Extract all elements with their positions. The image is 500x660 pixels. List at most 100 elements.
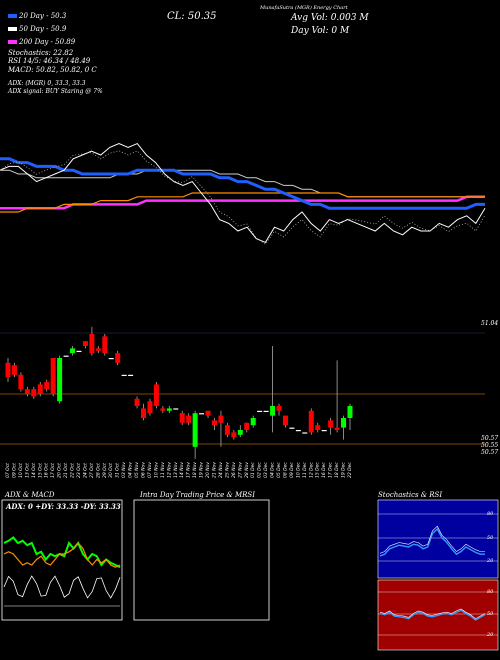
- date-label: 20 Oct: [57, 463, 63, 478]
- candle-body: [282, 415, 288, 426]
- stoch-panel-frame: [377, 499, 499, 579]
- date-label: 30 Oct: [108, 463, 114, 478]
- candle-body: [76, 350, 82, 352]
- legend-line-200: 200 Day - 50.89: [8, 38, 75, 46]
- date-label: 19 Nov: [199, 462, 205, 478]
- day-vol: Day Vol: 0 M: [291, 26, 350, 36]
- stoch-tick: 80: [487, 511, 494, 517]
- date-label: 04 Dec: [270, 462, 276, 478]
- adx-signal-text: ADX signal: BUY Staring @ 7%: [8, 88, 103, 95]
- candle-body: [186, 415, 192, 423]
- candle-body: [218, 415, 224, 423]
- date-label: 09 Oct: [11, 463, 17, 478]
- candle-body: [44, 382, 50, 390]
- candle-body: [263, 410, 269, 412]
- date-label: 27 Oct: [89, 463, 95, 478]
- date-label: 27 Nov: [237, 462, 243, 478]
- date-label: 16 Oct: [44, 463, 50, 478]
- candle-body: [121, 374, 127, 376]
- candle-body: [5, 362, 11, 378]
- candle-body: [270, 406, 276, 416]
- date-label: 28 Oct: [95, 463, 101, 478]
- date-label: 07 Oct: [5, 463, 11, 478]
- date-label: 10 Nov: [153, 462, 159, 478]
- date-label: 24 Nov: [218, 462, 224, 478]
- date-label: 15 Dec: [315, 462, 321, 478]
- date-label: 19 Dec: [341, 462, 347, 478]
- legend-label: 50 Day - 50.9: [19, 25, 67, 33]
- date-label: 16 Dec: [321, 462, 327, 478]
- candle-body: [24, 389, 30, 394]
- candle-body: [18, 374, 24, 390]
- candle-body: [224, 425, 230, 435]
- date-label: 18 Dec: [334, 462, 340, 478]
- candle-body: [257, 410, 263, 412]
- candle-body: [166, 408, 172, 411]
- legend-label: 20 Day - 50.3: [19, 12, 67, 20]
- date-label: 18 Nov: [192, 462, 198, 478]
- candle-body: [308, 410, 314, 433]
- candle-body: [115, 353, 121, 363]
- candle-body: [192, 413, 198, 447]
- date-label: 20 Nov: [205, 462, 211, 478]
- date-label: 09 Dec: [289, 462, 295, 478]
- stochastics-text: Stochastics: 22.82: [8, 49, 74, 57]
- date-label: 14 Nov: [179, 462, 185, 478]
- candle-body: [128, 374, 134, 376]
- ma200-line: [0, 195, 485, 210]
- date-label: 06 Nov: [141, 462, 147, 478]
- date-label: 22 Dec: [347, 462, 353, 478]
- date-label: 03 Nov: [121, 462, 127, 478]
- date-label: 21 Nov: [211, 462, 217, 478]
- price-dotted-line: [0, 150, 486, 245]
- date-label: 15 Oct: [37, 463, 43, 478]
- date-label: 13 Nov: [173, 462, 179, 478]
- date-label: 17 Dec: [328, 462, 334, 478]
- candle-body: [108, 358, 114, 360]
- candle-body: [341, 418, 347, 428]
- intraday-panel-frame: [133, 499, 270, 621]
- stoch-tick: 50: [487, 535, 494, 541]
- intraday-panel-title: Intra Day Trading Price & MRSI: [140, 491, 255, 499]
- date-label: 05 Nov: [134, 462, 140, 478]
- price-line: [0, 142, 486, 244]
- rsi-signal-line: [379, 608, 486, 620]
- date-label: 04 Nov: [128, 462, 134, 478]
- legend-swatch: [8, 40, 17, 44]
- stoch-line: [379, 527, 485, 557]
- candle-body: [160, 408, 166, 411]
- avg-vol: Avg Vol: 0.003 M: [291, 13, 369, 23]
- legend-line-20: 20 Day - 50.3: [8, 12, 66, 20]
- date-label: 11 Dec: [302, 462, 308, 478]
- candle-body: [173, 408, 179, 410]
- rsi-line: [379, 609, 486, 621]
- rsi-text: RSI 14/5: 46.34 / 48.49: [8, 57, 91, 65]
- candle-body: [321, 430, 327, 432]
- candle-body: [11, 365, 17, 375]
- date-label: 01 Dec: [250, 462, 256, 478]
- date-label: 17 Nov: [186, 462, 192, 478]
- date-label: 21 Oct: [63, 463, 69, 478]
- macd-text: MACD: 50.82, 50.82, 0 C: [8, 66, 97, 74]
- candle-body: [347, 406, 353, 418]
- candle-body: [57, 358, 63, 402]
- candle-body: [102, 336, 108, 354]
- candle-body: [147, 401, 153, 414]
- macd-line: [3, 575, 121, 599]
- date-label: 25 Nov: [224, 462, 230, 478]
- date-label: 12 Dec: [308, 462, 314, 478]
- candle-body: [295, 430, 301, 432]
- rsi-tick: 80: [487, 589, 494, 595]
- price-label: 50.55: [481, 442, 499, 449]
- price-label: 50.57: [481, 449, 499, 456]
- candle-body: [31, 389, 37, 397]
- date-label: 11 Nov: [160, 462, 166, 478]
- date-label: 31 Oct: [115, 463, 121, 478]
- candle-body: [153, 384, 159, 406]
- adx-text: ADX: (MGR) 0, 33.3, 33.3: [8, 80, 86, 87]
- date-label: 13 Oct: [24, 463, 30, 478]
- date-label: 12 Nov: [166, 462, 172, 478]
- ma-orange-line: [0, 192, 485, 213]
- cl-value: CL: 50.35: [167, 11, 217, 22]
